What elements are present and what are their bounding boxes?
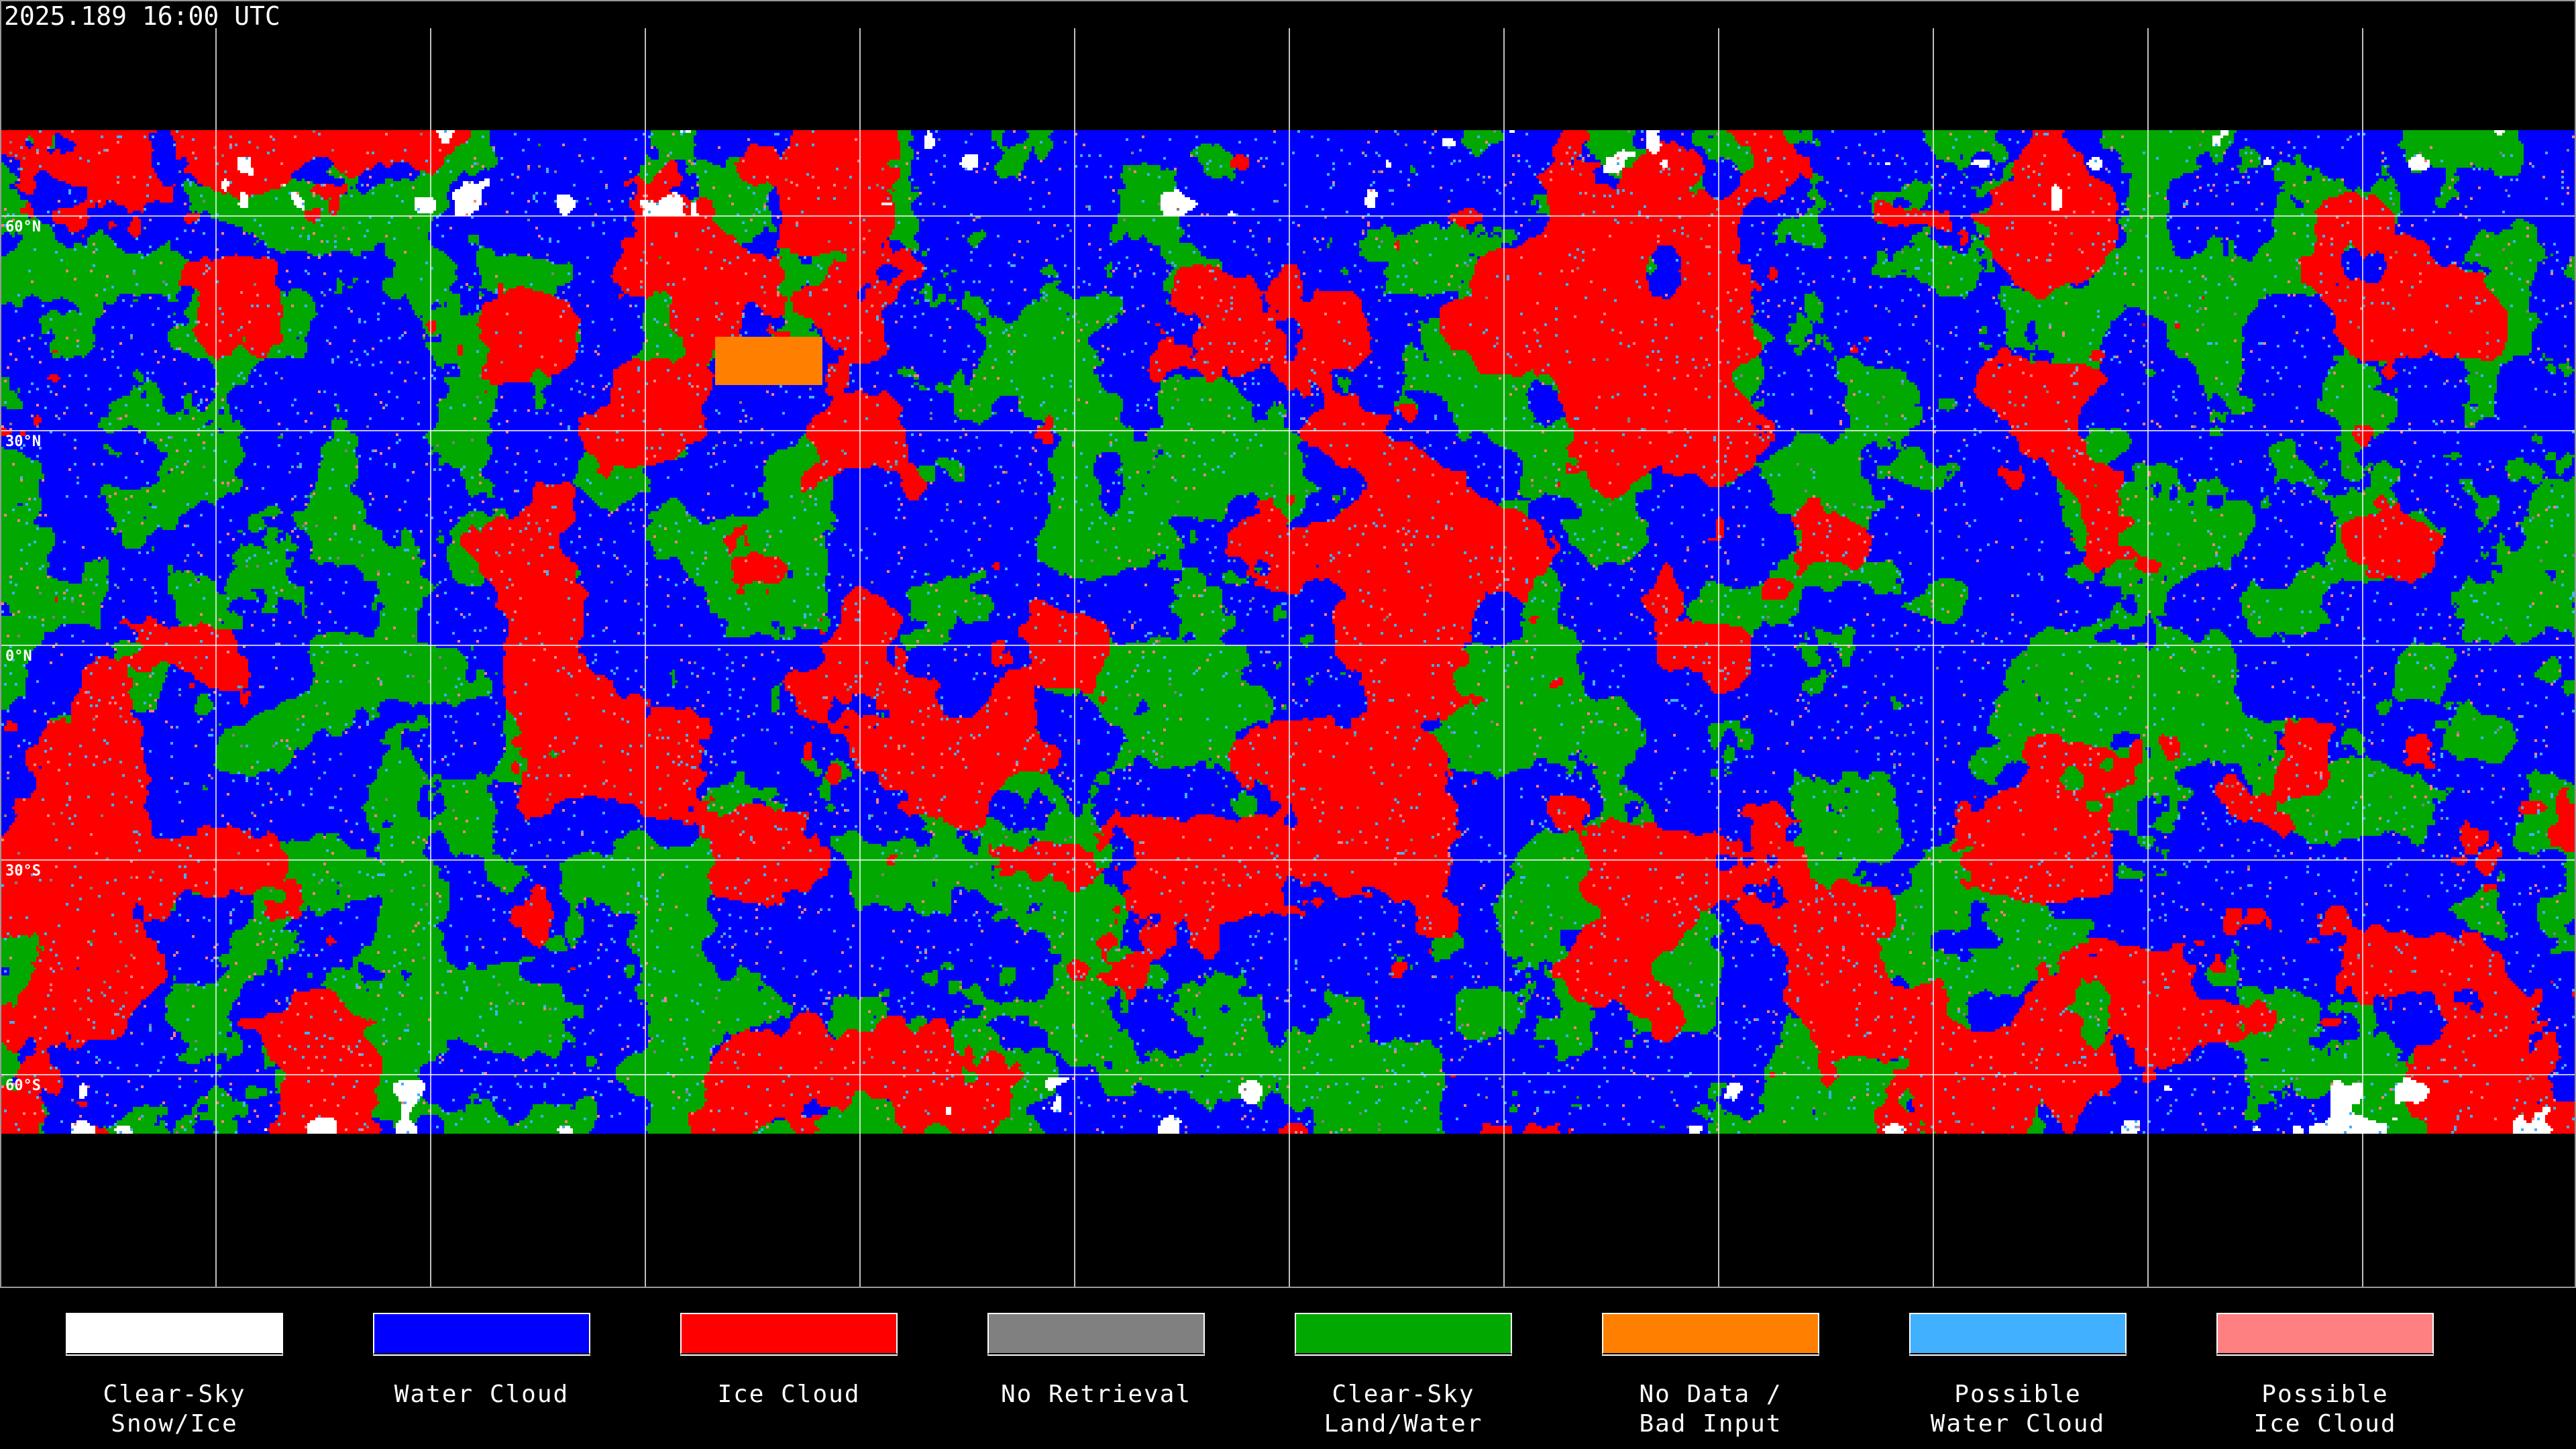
legend-label: Land/Water	[1324, 1410, 1483, 1438]
timestamp-title: 2025.189 16:00 UTC	[4, 1, 280, 31]
legend-swatch	[1295, 1313, 1512, 1354]
legend-swatch	[66, 1313, 283, 1354]
lat-label-30s: 30°S	[5, 863, 41, 879]
lat-lon-grid	[1, 28, 2575, 1287]
cloud-phase-map: 2025.189 16:00 UTC 60°N 30°N 0°N 30°S 60…	[0, 0, 2576, 1288]
legend-swatch	[2216, 1313, 2434, 1354]
legend-swatch	[373, 1313, 590, 1354]
legend-swatch	[1909, 1313, 2127, 1354]
legend-label: Water Cloud	[1930, 1410, 2106, 1438]
lat-label-0n: 0°N	[5, 648, 32, 665]
legend-label: No Data /	[1639, 1381, 1782, 1408]
legend-item-no-data: No Data / Bad Input	[1602, 1313, 1819, 1439]
legend-swatch	[1602, 1313, 1819, 1354]
legend-item-water-cloud: Water Cloud	[373, 1313, 590, 1409]
legend-label: Snow/Ice	[111, 1410, 238, 1438]
legend-label: Bad Input	[1639, 1410, 1782, 1438]
legend: Clear-Sky Snow/Ice Water Cloud Ice Cloud…	[0, 1288, 2576, 1449]
legend-item-possible-ice-cloud: Possible Ice Cloud	[2216, 1313, 2434, 1439]
legend-item-clear-sky-snow-ice: Clear-Sky Snow/Ice	[66, 1313, 283, 1439]
legend-label: Water Cloud	[394, 1381, 570, 1408]
legend-label: Clear-Sky	[103, 1381, 246, 1408]
lat-label-30n: 30°N	[5, 433, 41, 450]
legend-label: No Retrieval	[1000, 1381, 1192, 1408]
legend-item-clear-sky-land-water: Clear-Sky Land/Water	[1295, 1313, 1512, 1439]
legend-swatch	[680, 1313, 898, 1354]
legend-label: Ice Cloud	[717, 1381, 861, 1408]
legend-swatch	[987, 1313, 1205, 1354]
lat-label-60s: 60°S	[5, 1077, 41, 1094]
legend-label: Possible	[1954, 1381, 2082, 1408]
legend-item-possible-water-cloud: Possible Water Cloud	[1909, 1313, 2127, 1439]
legend-item-ice-cloud: Ice Cloud	[680, 1313, 898, 1409]
legend-label: Clear-Sky	[1332, 1381, 1475, 1408]
legend-item-no-retrieval: No Retrieval	[987, 1313, 1205, 1409]
legend-label: Possible	[2261, 1381, 2389, 1408]
legend-label: Ice Cloud	[2253, 1410, 2397, 1438]
lat-label-60n: 60°N	[5, 219, 41, 235]
